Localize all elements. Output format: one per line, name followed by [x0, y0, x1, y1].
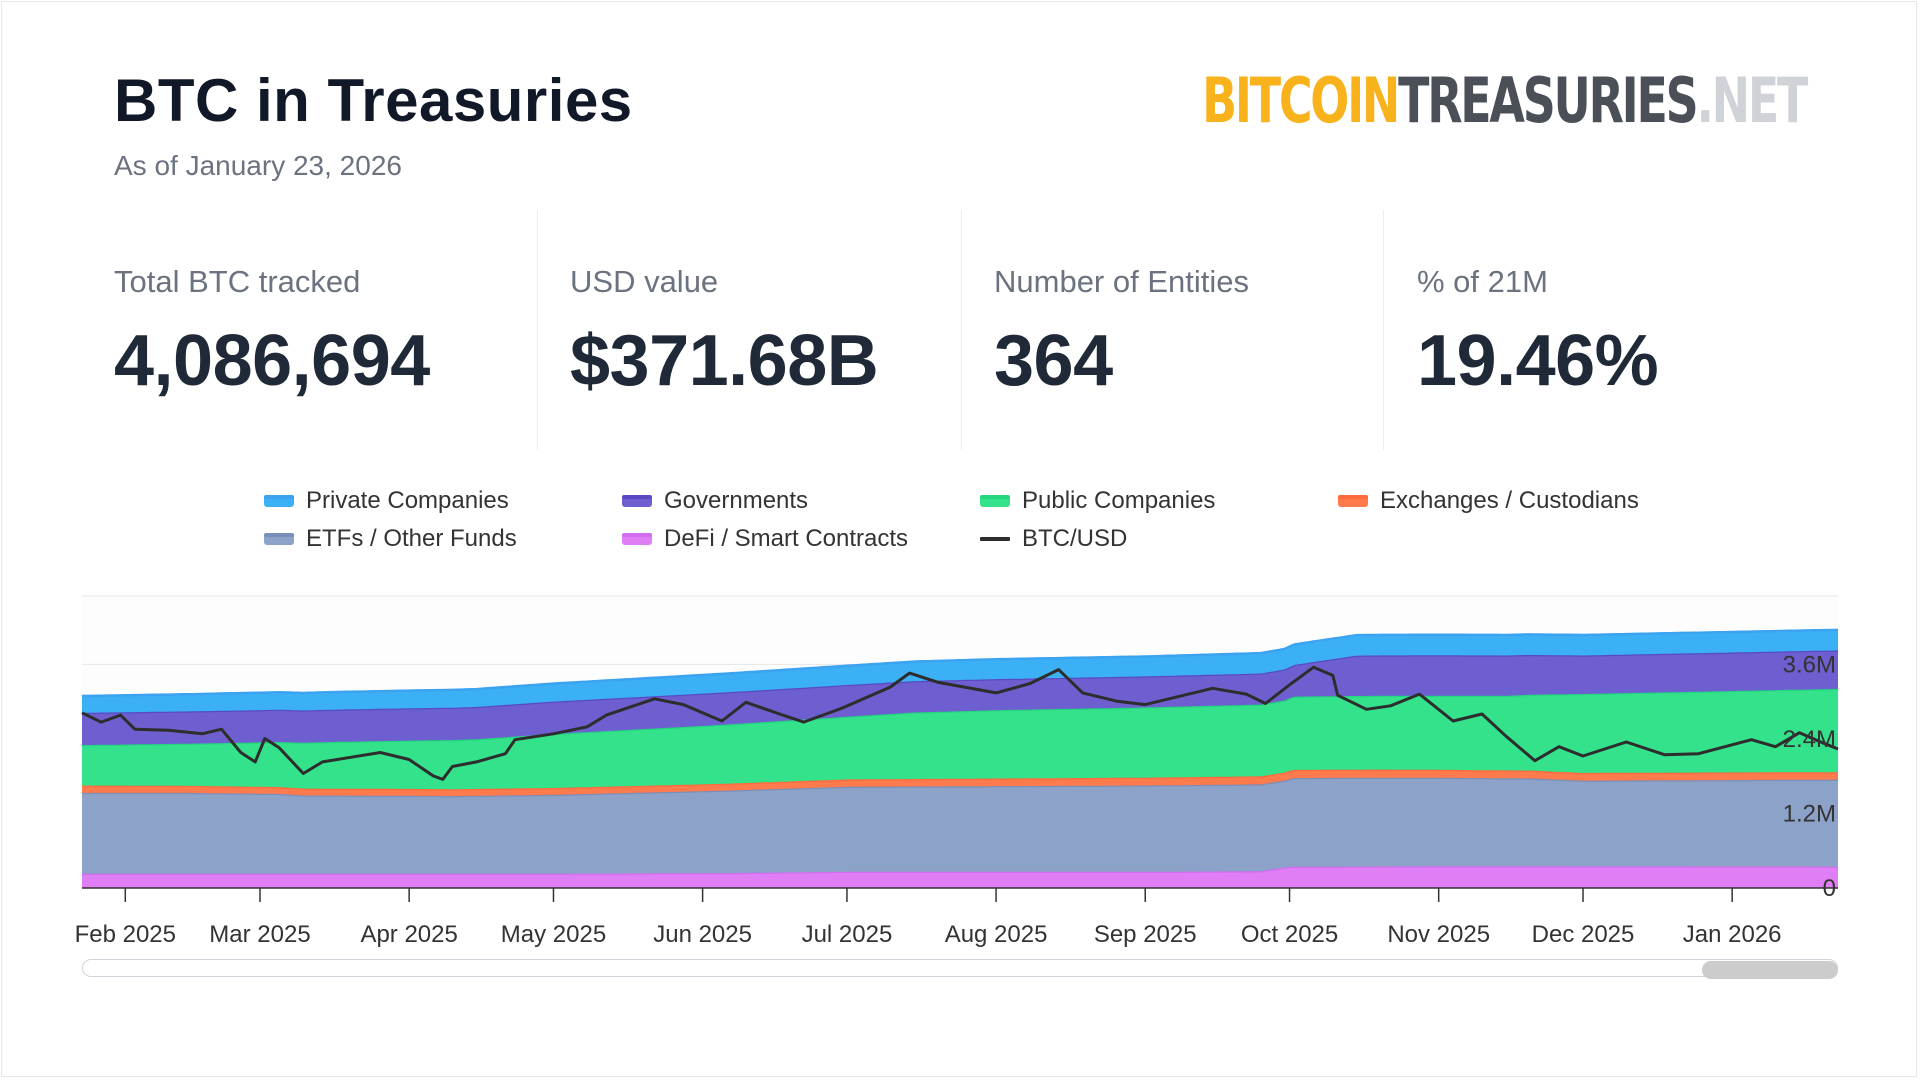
legend-swatch-edge [622, 495, 652, 499]
stat-label: % of 21M [1417, 264, 1548, 299]
x-tick-label: Feb 2025 [75, 921, 176, 948]
area-defi-smart-contracts [82, 866, 1838, 888]
y-tick-label: 1.2M [1783, 800, 1836, 827]
x-tick-label: Jun 2025 [653, 921, 752, 948]
stat-label: USD value [570, 264, 719, 299]
x-tick-label: Dec 2025 [1532, 921, 1635, 948]
legend-item-exchanges-custodians[interactable]: Exchanges / Custodians [1338, 486, 1639, 516]
area-edge-public-companies [81, 687, 1839, 747]
x-tick-label: May 2025 [501, 921, 606, 948]
legend-swatch [622, 533, 652, 545]
x-tick-label: Aug 2025 [945, 921, 1048, 948]
logo-part-bitcoin: BITCOIN [1202, 64, 1400, 137]
legend-swatch-edge [622, 533, 652, 537]
legend-label: BTC/USD [1022, 525, 1128, 552]
stat-label: Number of Entities [994, 264, 1249, 299]
legend-swatch [264, 495, 294, 507]
legend-item-private-companies[interactable]: Private Companies [264, 486, 509, 516]
stats-row: Total BTC tracked 4,086,694 USD value $3… [114, 210, 1806, 450]
stat-value: 4,086,694 [114, 321, 430, 401]
legend-swatch-edge [1338, 495, 1368, 499]
legend-label: ETFs / Other Funds [306, 525, 517, 552]
as-of-date: As of January 23, 2026 [114, 150, 402, 181]
stat-value: 19.46% [1417, 321, 1659, 401]
area-governments [82, 650, 1838, 746]
area-private-companies [82, 629, 1838, 713]
chart-legend: Private Companies Governments Public Com… [0, 486, 1920, 566]
btc-treasuries-chart[interactable]: Feb 2025 Mar 2025 Apr 2025 May 2025 Jun 2025… [0, 0, 1920, 960]
stat-entities: Number of Entities 364 [994, 210, 1384, 450]
legend-label: Private Companies [306, 487, 509, 514]
stat-label: Total BTC tracked [114, 264, 361, 299]
chart-navigator-scrollbar[interactable] [82, 959, 1838, 977]
x-tick-label: Sep 2025 [1094, 921, 1197, 948]
stat-total-btc: Total BTC tracked 4,086,694 [114, 210, 534, 450]
logo-part-net: .NET [1696, 64, 1808, 137]
legend-swatch [1338, 495, 1368, 507]
x-tick-label: Jan 2026 [1683, 921, 1782, 948]
bitcointreasuries-logo[interactable]: BITCOINTREASURIES.NET [1202, 64, 1808, 137]
btc-usd-line [81, 665, 1839, 781]
area-edge-private-companies [81, 628, 1839, 698]
x-tick-label: Jul 2025 [802, 921, 893, 948]
legend-item-public-companies[interactable]: Public Companies [980, 486, 1215, 516]
x-tick-label: Oct 2025 [1241, 921, 1338, 948]
legend-label: Exchanges / Custodians [1380, 487, 1639, 514]
legend-item-btc-usd[interactable]: BTC/USD [980, 524, 1127, 554]
stat-value: 364 [994, 321, 1113, 401]
logo-part-treasuries: TREASURIES [1398, 64, 1699, 137]
y-tick-label: 3.6M [1783, 651, 1836, 678]
legend-swatch-edge [264, 495, 294, 499]
x-tick-label: Mar 2025 [209, 921, 310, 948]
legend-swatch [980, 537, 1010, 541]
stat-divider [1383, 210, 1384, 450]
legend-swatch-edge [980, 495, 1010, 499]
x-tick-label: Nov 2025 [1387, 921, 1490, 948]
stat-value: $371.68B [570, 321, 879, 401]
stat-pct-supply: % of 21M 19.46% [1417, 210, 1807, 450]
area-etfs-other-funds [82, 777, 1838, 874]
y-tick-label: 2.4M [1783, 726, 1836, 753]
page-title: BTC in Treasuries [114, 67, 633, 134]
stat-usd-value: USD value $371.68B [570, 210, 960, 450]
legend-label: Public Companies [1022, 487, 1216, 514]
legend-item-governments[interactable]: Governments [622, 486, 808, 516]
legend-item-defi-smart-contracts[interactable]: DeFi / Smart Contracts [622, 524, 908, 554]
legend-label: DeFi / Smart Contracts [664, 525, 909, 552]
legend-swatch-edge [264, 533, 294, 537]
legend-label: Governments [664, 487, 809, 514]
stat-divider [537, 210, 538, 450]
stat-divider [961, 210, 962, 450]
legend-swatch [622, 495, 652, 507]
x-tick-label: Apr 2025 [360, 921, 457, 948]
legend-swatch [980, 495, 1010, 507]
legend-item-etfs-other-funds[interactable]: ETFs / Other Funds [264, 524, 517, 554]
legend-swatch [264, 533, 294, 545]
area-public-companies [82, 688, 1838, 790]
y-tick-label: 0 [1823, 875, 1836, 902]
scrollbar-thumb[interactable] [1702, 961, 1838, 979]
